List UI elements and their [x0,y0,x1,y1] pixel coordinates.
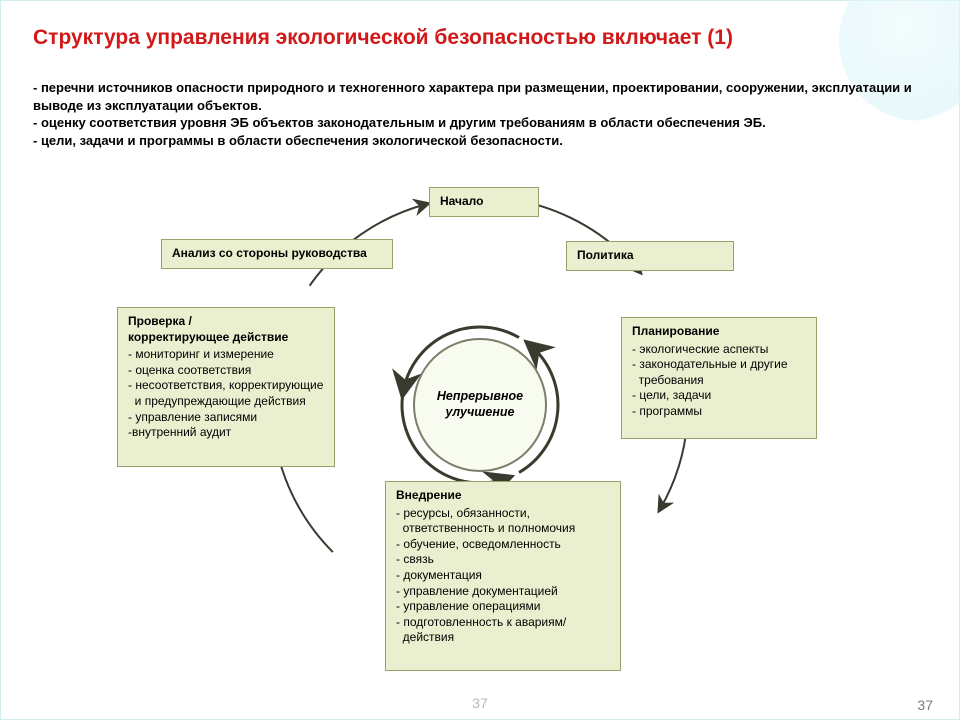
node-item: - законодательные и другие требования [632,357,806,388]
node-item: - ресурсы, обязанности, ответственность … [396,506,610,537]
node-heading: Начало [440,194,528,210]
slide-frame: Структура управления экологической безоп… [0,0,960,720]
node-heading: Внедрение [396,488,610,504]
node-item: - оценка соответствия [128,363,324,379]
node-item: - связь [396,552,610,568]
bullet-1: - перечни источников опасности природног… [33,79,935,114]
node-item: - обучение, осведомленность [396,537,610,553]
node-policy: Политика [566,241,734,271]
node-item: - экологические аспекты [632,342,806,358]
slide-title: Структура управления экологической безоп… [33,25,927,51]
node-planning: Планирование - экологические аспекты- зак… [621,317,817,439]
bullet-3: - цели, задачи и программы в области обе… [33,132,935,150]
node-implement: Внедрение - ресурсы, обязанности, ответст… [385,481,621,671]
center-circle: Непрерывное улучшение [413,338,547,472]
node-heading: Планирование [632,324,806,340]
node-item: - управление документацией [396,584,610,600]
node-item: - подготовленность к авариям/ действия [396,615,610,646]
bullet-2: - оценку соответствия уровня ЭБ объектов… [33,114,935,132]
center-circle-label: Непрерывное улучшение [437,389,523,420]
node-item: - программы [632,404,806,420]
node-item: - управление записями [128,410,324,426]
node-items: - мониторинг и измерение- оценка соответ… [128,347,324,441]
intro-bullets: - перечни источников опасности природног… [33,79,935,149]
node-heading: Проверка / корректирующее действие [128,314,324,345]
node-item: - управление операциями [396,599,610,615]
page-number-right: 37 [917,697,933,713]
node-item: - несоответствия, корректирующие и преду… [128,378,324,409]
cycle-diagram: Непрерывное улучшение Начало Анализ со ст… [1,171,960,711]
node-item: - цели, задачи [632,388,806,404]
node-start: Начало [429,187,539,217]
node-check: Проверка / корректирующее действие- мони… [117,307,335,467]
node-item: -внутренний аудит [128,425,324,441]
page-number-center: 37 [472,695,488,711]
node-heading: Анализ со стороны руководства [172,246,382,262]
node-item: - мониторинг и измерение [128,347,324,363]
node-items: - экологические аспекты- законодательные… [632,342,806,420]
node-heading: Политика [577,248,723,264]
node-items: - ресурсы, обязанности, ответственность … [396,506,610,646]
node-item: - документация [396,568,610,584]
node-analysis: Анализ со стороны руководства [161,239,393,269]
